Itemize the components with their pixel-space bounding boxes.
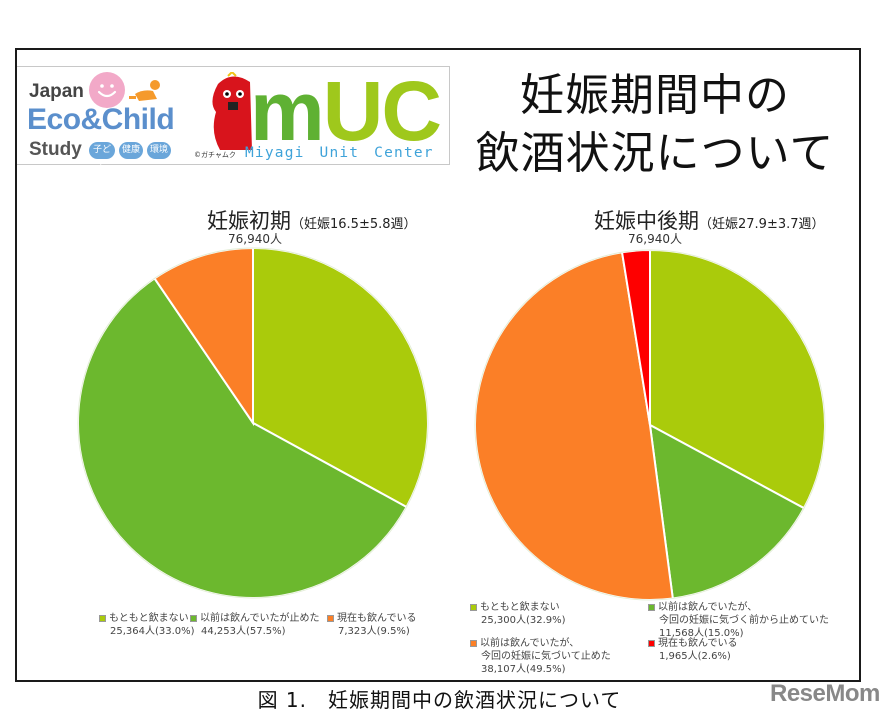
legend-label-line2: 今回の妊娠に気づいて止めた — [481, 651, 611, 662]
pill-children: 子ども — [89, 142, 115, 172]
legend-swatch-no-drink — [470, 603, 477, 611]
legend-label: もともと飲まない — [480, 602, 560, 613]
resemom-watermark: ReseMom — [770, 680, 879, 707]
legend-value: 7,323人(9.5%) — [338, 626, 410, 637]
legend-swatch-still — [327, 614, 334, 622]
chart-early-total: 76,940人 — [228, 232, 282, 246]
legend-early-quit: 以前は飲んでいたが止めた 44,253人(57.5%) — [190, 612, 320, 638]
pie-chart-late — [474, 248, 826, 601]
jecs-study-text: Study — [29, 139, 82, 160]
legend-label: もともと飲まない — [109, 613, 189, 624]
figure-caption: 図 1. 妊娠期間中の飲酒状況について — [257, 688, 622, 712]
red-mascot-icon — [212, 72, 252, 150]
page-title: 妊娠期間中の 飲酒状況について — [460, 67, 850, 183]
legend-early-still: 現在も飲んでいる 7,323人(9.5%) — [327, 612, 417, 638]
legend-value: 25,300人(32.9%) — [481, 615, 566, 626]
legend-early-no-drink: もともと飲まない 25,364人(33.0%) — [99, 612, 195, 638]
legend-label: 以前は飲んでいたが、 — [658, 602, 758, 613]
chart-late-subtitle: （妊娠27.9±3.7週） — [699, 217, 825, 232]
legend-value: 38,107人(49.5%) — [481, 664, 566, 675]
chart-early-title: 妊娠初期（妊娠16.5±5.8週） — [207, 205, 417, 235]
chart-early-title-text: 妊娠初期 — [207, 209, 291, 233]
copyright-text: ©ガチャムク — [194, 151, 236, 159]
muc-subtitle: Miyagi Unit Center — [245, 145, 434, 161]
pill-health: 健康 — [119, 142, 143, 159]
chart-late-title-text: 妊娠中後期 — [594, 209, 699, 233]
legend-late-still: 現在も飲んでいる 1,965人(2.6%) — [648, 637, 738, 663]
legend-label: 現在も飲んでいる — [658, 638, 738, 649]
legend-label-line2: 今回の妊娠に気づく前から止めていた — [659, 615, 829, 626]
jecs-japan-text: Japan — [29, 81, 84, 102]
legend-label: 以前は飲んでいたが、 — [480, 638, 580, 649]
muc-uc-letters: UC — [322, 64, 442, 158]
chart-early-subtitle: （妊娠16.5±5.8週） — [291, 217, 417, 232]
pie-chart-early — [77, 246, 429, 599]
page-title-line1: 妊娠期間中の — [520, 70, 790, 121]
legend-value: 11,568人(15.0%) — [659, 628, 744, 639]
legend-late-quit-after: 以前は飲んでいたが、 今回の妊娠に気づいて止めた 38,107人(49.5%) — [470, 637, 611, 676]
logo-banner: Japan Eco&Child Study 子ども 健康 環境 mUC ©ガチャ… — [17, 66, 450, 172]
chart-late-title: 妊娠中後期（妊娠27.9±3.7週） — [594, 205, 825, 235]
muc-m-letter: m — [250, 64, 325, 158]
legend-late-no-drink: もともと飲まない 25,300人(32.9%) — [470, 601, 566, 627]
pill-environment: 環境 — [147, 142, 171, 159]
legend-swatch-quit-before — [648, 603, 655, 611]
legend-late-quit-before: 以前は飲んでいたが、 今回の妊娠に気づく前から止めていた 11,568人(15.… — [648, 601, 829, 640]
smiley-face-icon — [89, 72, 125, 108]
legend-value: 1,965人(2.6%) — [659, 651, 731, 662]
legend-value: 25,364人(33.0%) — [110, 626, 195, 637]
crawling-baby-icon — [129, 80, 160, 101]
legend-swatch-quit-after — [470, 639, 477, 647]
legend-value: 44,253人(57.5%) — [201, 626, 286, 637]
jecs-eco-child-text: Eco&Child — [27, 103, 175, 136]
legend-swatch-still — [648, 639, 655, 647]
legend-label: 現在も飲んでいる — [337, 613, 417, 624]
legend-swatch-no-drink — [99, 614, 106, 622]
chart-late-total: 76,940人 — [628, 232, 682, 246]
legend-label: 以前は飲んでいたが止めた — [200, 613, 320, 624]
muc-logo: mUC — [250, 69, 442, 153]
page-title-line2: 飲酒状況について — [475, 128, 835, 179]
legend-swatch-quit — [190, 614, 197, 622]
